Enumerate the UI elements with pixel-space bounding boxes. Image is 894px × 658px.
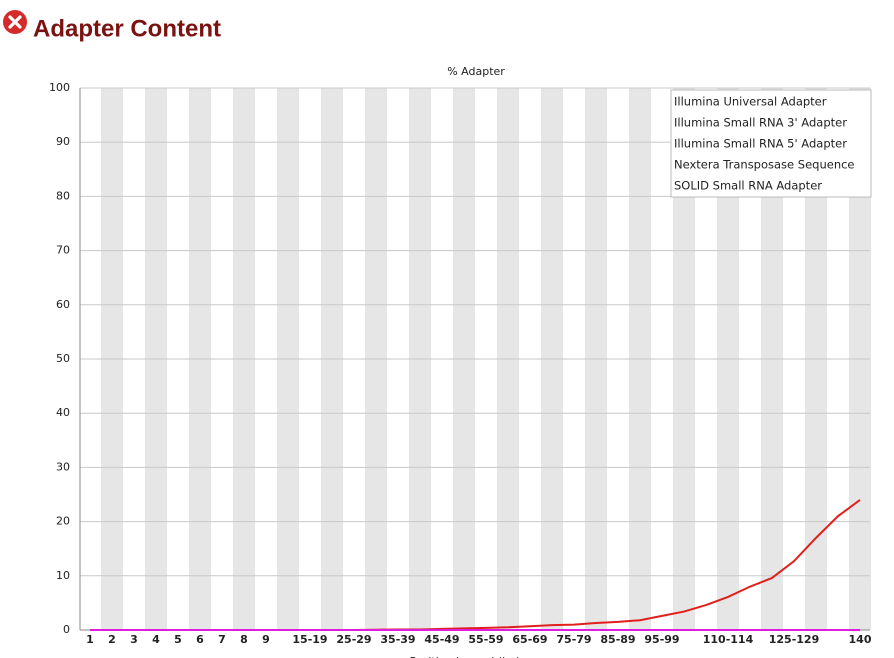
legend-box — [670, 89, 872, 198]
legend-label: Illumina Small RNA 3' Adapter — [674, 116, 847, 130]
x-tick-label: 2 — [108, 633, 116, 646]
y-tick-label: 30 — [56, 460, 70, 473]
x-tick-label: 140 — [849, 633, 872, 646]
y-tick-label: 10 — [56, 569, 70, 582]
x-tick-label: 85-89 — [600, 633, 635, 646]
y-tick-label: 50 — [56, 352, 70, 365]
x-axis-label: Position in read (bp) — [410, 655, 521, 658]
x-tick-label: 4 — [152, 633, 160, 646]
y-tick-label: 80 — [56, 189, 70, 202]
y-tick-label: 60 — [56, 298, 70, 311]
x-tick-label: 7 — [218, 633, 226, 646]
y-tick-label: 40 — [56, 406, 70, 419]
x-tick-label: 110-114 — [703, 633, 754, 646]
x-tick-label: 125-129 — [769, 633, 820, 646]
y-tick-label: 70 — [56, 244, 70, 257]
page-title: Adapter Content — [33, 15, 221, 42]
y-tick-label: 100 — [49, 81, 70, 94]
x-tick-label: 1 — [86, 633, 94, 646]
x-tick-label: 95-99 — [644, 633, 679, 646]
x-tick-label: 9 — [262, 633, 270, 646]
x-tick-label: 55-59 — [468, 633, 503, 646]
x-tick-label: 35-39 — [380, 633, 415, 646]
legend-label: Illumina Universal Adapter — [674, 95, 827, 109]
x-tick-label: 3 — [130, 633, 138, 646]
x-tick-label: 5 — [174, 633, 182, 646]
x-tick-label: 75-79 — [556, 633, 591, 646]
x-tick-label: 65-69 — [512, 633, 547, 646]
legend-label: Illumina Small RNA 5' Adapter — [674, 137, 847, 151]
x-tick-label: 15-19 — [292, 633, 327, 646]
x-tick-label: 8 — [240, 633, 248, 646]
x-tick-label: 6 — [196, 633, 204, 646]
error-icon — [3, 10, 27, 34]
legend-label: SOLID Small RNA Adapter — [674, 179, 822, 193]
y-tick-label: 90 — [56, 135, 70, 148]
y-tick-label: 0 — [63, 623, 70, 636]
chart-title: % Adapter — [447, 65, 505, 78]
y-tick-label: 20 — [56, 515, 70, 528]
x-tick-label: 45-49 — [424, 633, 459, 646]
x-tick-label: 25-29 — [336, 633, 371, 646]
legend-label: Nextera Transposase Sequence — [674, 158, 855, 172]
